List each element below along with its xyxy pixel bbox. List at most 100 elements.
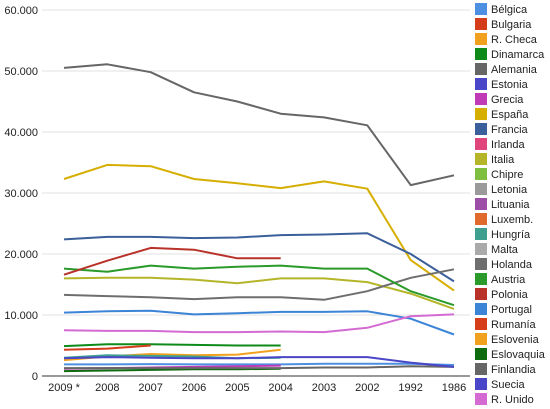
series-line-polonia <box>63 246 281 276</box>
legend-item: Dinamarca <box>475 48 545 61</box>
legend-item: Lituania <box>475 198 530 211</box>
legend-label: R. Checa <box>491 34 538 46</box>
series-line-italia <box>63 276 455 310</box>
x-tick-label: 2005 <box>225 382 249 394</box>
y-tick-label: 20.000 <box>4 249 38 261</box>
legend: Bélgica Bulgaria R. Checa Dinamarca Alemania… <box>475 3 546 406</box>
y-tick-label: 0 <box>32 371 38 383</box>
legend-swatch <box>475 183 487 195</box>
legend-label: Austria <box>491 274 526 286</box>
legend-label: Bulgaria <box>491 19 532 31</box>
legend-swatch <box>475 288 487 300</box>
legend-swatch <box>475 3 487 15</box>
legend-swatch <box>475 363 487 375</box>
x-tick-label: 2002 <box>355 382 379 394</box>
series-line-holanda <box>63 268 455 301</box>
legend-label: Rumanía <box>491 319 537 331</box>
legend-label: Hungría <box>491 229 531 241</box>
legend-label: Italia <box>491 154 515 166</box>
x-tick-label: 2006 <box>182 382 206 394</box>
legend-swatch <box>475 93 487 105</box>
legend-item: Rumanía <box>475 318 537 331</box>
legend-swatch <box>475 138 487 150</box>
series-line-suecia <box>63 356 455 368</box>
legend-label: Chipre <box>491 169 523 181</box>
legend-swatch <box>475 318 487 330</box>
legend-item: Eslovaquia <box>475 348 546 361</box>
legend-item: Italia <box>475 153 515 166</box>
y-tick-label: 10.000 <box>4 310 38 322</box>
legend-label: Estonia <box>491 79 529 91</box>
legend-item: Malta <box>475 243 519 256</box>
legend-swatch <box>475 378 487 390</box>
series-line-espa-a <box>63 163 455 292</box>
legend-swatch <box>475 48 487 60</box>
legend-label: Polonia <box>491 289 529 301</box>
legend-label: Dinamarca <box>491 49 545 61</box>
legend-label: Letonia <box>491 184 528 196</box>
legend-item: Holanda <box>475 258 533 271</box>
legend-swatch <box>475 63 487 75</box>
y-tick-label: 50.000 <box>4 66 38 78</box>
legend-label: Grecia <box>491 94 524 106</box>
legend-item: Eslovenia <box>475 333 540 346</box>
series-line-portugal <box>63 309 455 336</box>
legend-item: Bulgaria <box>475 18 532 31</box>
x-tick-label: 2003 <box>312 382 336 394</box>
legend-item: Luxemb. <box>475 213 533 226</box>
legend-item: Polonia <box>475 288 529 301</box>
legend-label: Irlanda <box>491 139 526 151</box>
legend-item: Francia <box>475 123 529 136</box>
y-tick-label: 30.000 <box>4 188 38 200</box>
series-line-ruman-a <box>63 344 151 351</box>
x-tick-label: 1986 <box>442 382 466 394</box>
legend-item: Bélgica <box>475 3 528 16</box>
legend-label: Portugal <box>491 304 532 316</box>
x-tick-label: 2007 <box>138 382 162 394</box>
legend-label: Luxemb. <box>491 214 533 226</box>
legend-item: Suecia <box>475 378 526 391</box>
legend-swatch <box>475 123 487 135</box>
legend-item: Portugal <box>475 303 532 316</box>
x-tick-label: 2008 <box>95 382 119 394</box>
legend-item: R. Unido <box>475 393 534 406</box>
series-lines <box>63 63 455 373</box>
legend-swatch <box>475 78 487 90</box>
axes: 0 10.000 20.000 30.000 40.000 50.000 60.000 200… <box>4 5 466 394</box>
legend-label: Suecia <box>491 379 526 391</box>
legend-swatch <box>475 168 487 180</box>
legend-swatch <box>475 213 487 225</box>
series-line-finlandia <box>64 365 455 370</box>
x-tick-label: 2004 <box>268 382 292 394</box>
legend-item: Austria <box>475 273 526 286</box>
x-tick-label: 2009 * <box>48 382 81 394</box>
legend-swatch <box>475 243 487 255</box>
series-line-b-lgica <box>64 362 455 366</box>
legend-swatch <box>475 108 487 120</box>
legend-swatch <box>475 273 487 285</box>
legend-item: Chipre <box>475 168 523 181</box>
legend-swatch <box>475 348 487 360</box>
legend-label: Bélgica <box>491 4 528 16</box>
legend-swatch <box>475 198 487 210</box>
legend-item: España <box>475 108 529 121</box>
legend-label: Holanda <box>491 259 533 271</box>
legend-item: Grecia <box>475 93 524 106</box>
gridlines <box>42 9 470 377</box>
legend-label: Francia <box>491 124 529 136</box>
legend-swatch <box>475 303 487 315</box>
series-line-eslovaquia <box>63 367 281 373</box>
series-line-austria <box>63 264 455 307</box>
legend-label: Finlandia <box>491 364 537 376</box>
legend-label: Eslovenia <box>491 334 540 346</box>
legend-label: España <box>491 109 529 121</box>
legend-label: Lituania <box>491 199 530 211</box>
legend-label: Malta <box>491 244 519 256</box>
legend-item: Estonia <box>475 78 529 91</box>
legend-label: Eslovaquia <box>491 349 546 361</box>
x-tick-label: 1992 <box>398 382 422 394</box>
series-line-alemania <box>63 63 455 187</box>
y-tick-label: 60.000 <box>4 5 38 17</box>
legend-swatch <box>475 393 487 405</box>
